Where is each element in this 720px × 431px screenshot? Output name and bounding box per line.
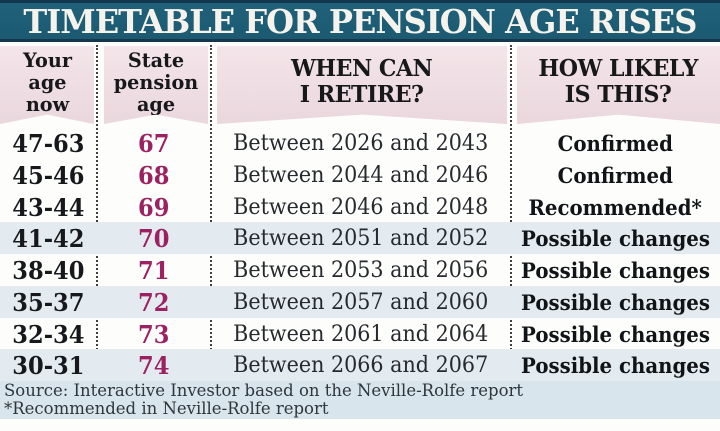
pension-age-cell: 74	[137, 350, 170, 380]
age-now-cell: 30-31	[12, 350, 85, 380]
page-title: TIMETABLE FOR PENSION AGE RISES	[23, 1, 698, 41]
column-header-pension-age: State pension age	[104, 46, 208, 124]
title-bar: TIMETABLE FOR PENSION AGE RISES	[0, 0, 720, 42]
pension-age-cell: 72	[137, 287, 170, 317]
column-header-age-now: Your age now	[0, 46, 94, 124]
table-row: 38-40 71 Between 2053 and 2056 Possible …	[0, 254, 720, 286]
retire-window-cell: Between 2044 and 2046	[232, 162, 489, 188]
retire-window-cell: Between 2057 and 2060	[232, 289, 489, 315]
table-row: 41-42 70 Between 2051 and 2052 Possible …	[0, 222, 720, 254]
age-now-cell: 38-40	[12, 255, 85, 285]
pension-age-cell: 70	[137, 223, 170, 253]
column-header-label: WHEN CAN I RETIRE?	[291, 55, 433, 108]
likelihood-cell: Recommended*	[528, 194, 703, 220]
retire-window-cell: Between 2046 and 2048	[232, 194, 489, 220]
likelihood-cell: Possible changes	[521, 289, 710, 315]
age-now-cell: 35-37	[12, 287, 85, 317]
column-header-label: State pension age	[113, 48, 199, 116]
column-header-label: HOW LIKELY IS THIS?	[538, 55, 699, 108]
likelihood-cell: Possible changes	[521, 352, 710, 378]
column-separator-dotted	[210, 45, 212, 382]
likelihood-cell: Confirmed	[557, 130, 674, 156]
pension-age-cell: 69	[137, 192, 170, 222]
table-row: 45-46 68 Between 2044 and 2046 Confirmed	[0, 159, 720, 191]
pension-age-cell: 67	[137, 128, 170, 158]
age-now-cell: 47-63	[12, 128, 85, 158]
age-now-cell: 41-42	[12, 223, 85, 253]
pension-age-cell: 71	[137, 255, 170, 285]
age-now-cell: 43-44	[12, 192, 85, 222]
likelihood-cell: Confirmed	[557, 162, 674, 188]
table-row: 32-34 73 Between 2061 and 2064 Possible …	[0, 318, 720, 350]
retire-window-cell: Between 2053 and 2056	[232, 257, 489, 283]
table-row: 30-31 74 Between 2066 and 2067 Possible …	[0, 349, 720, 381]
pension-age-cell: 73	[137, 319, 170, 349]
age-now-cell: 45-46	[12, 160, 85, 190]
column-header-how-likely: HOW LIKELY IS THIS?	[517, 46, 720, 124]
retire-window-cell: Between 2026 and 2043	[232, 130, 489, 156]
retire-window-cell: Between 2051 and 2052	[232, 225, 489, 251]
column-header-when-retire: WHEN CAN I RETIRE?	[217, 46, 507, 124]
retire-window-cell: Between 2061 and 2064	[232, 321, 489, 347]
likelihood-cell: Possible changes	[521, 225, 710, 251]
footnote-line: *Recommended in Neville-Rolfe report	[4, 399, 329, 419]
age-now-cell: 32-34	[12, 319, 85, 349]
table-row: 43-44 69 Between 2046 and 2048 Recommend…	[0, 191, 720, 223]
source-line: Source: Interactive Investor based on th…	[4, 381, 524, 401]
likelihood-cell: Possible changes	[521, 321, 710, 347]
pension-age-cell: 68	[137, 160, 170, 190]
column-separator-dotted	[510, 45, 512, 382]
footer: Source: Interactive Investor based on th…	[0, 381, 720, 419]
column-separator-dotted	[96, 45, 98, 382]
column-header-label: Your age now	[22, 48, 72, 116]
table-row: 47-63 67 Between 2026 and 2043 Confirmed	[0, 127, 720, 159]
retire-window-cell: Between 2066 and 2067	[232, 352, 489, 378]
table-row: 35-37 72 Between 2057 and 2060 Possible …	[0, 286, 720, 318]
likelihood-cell: Possible changes	[521, 257, 710, 283]
